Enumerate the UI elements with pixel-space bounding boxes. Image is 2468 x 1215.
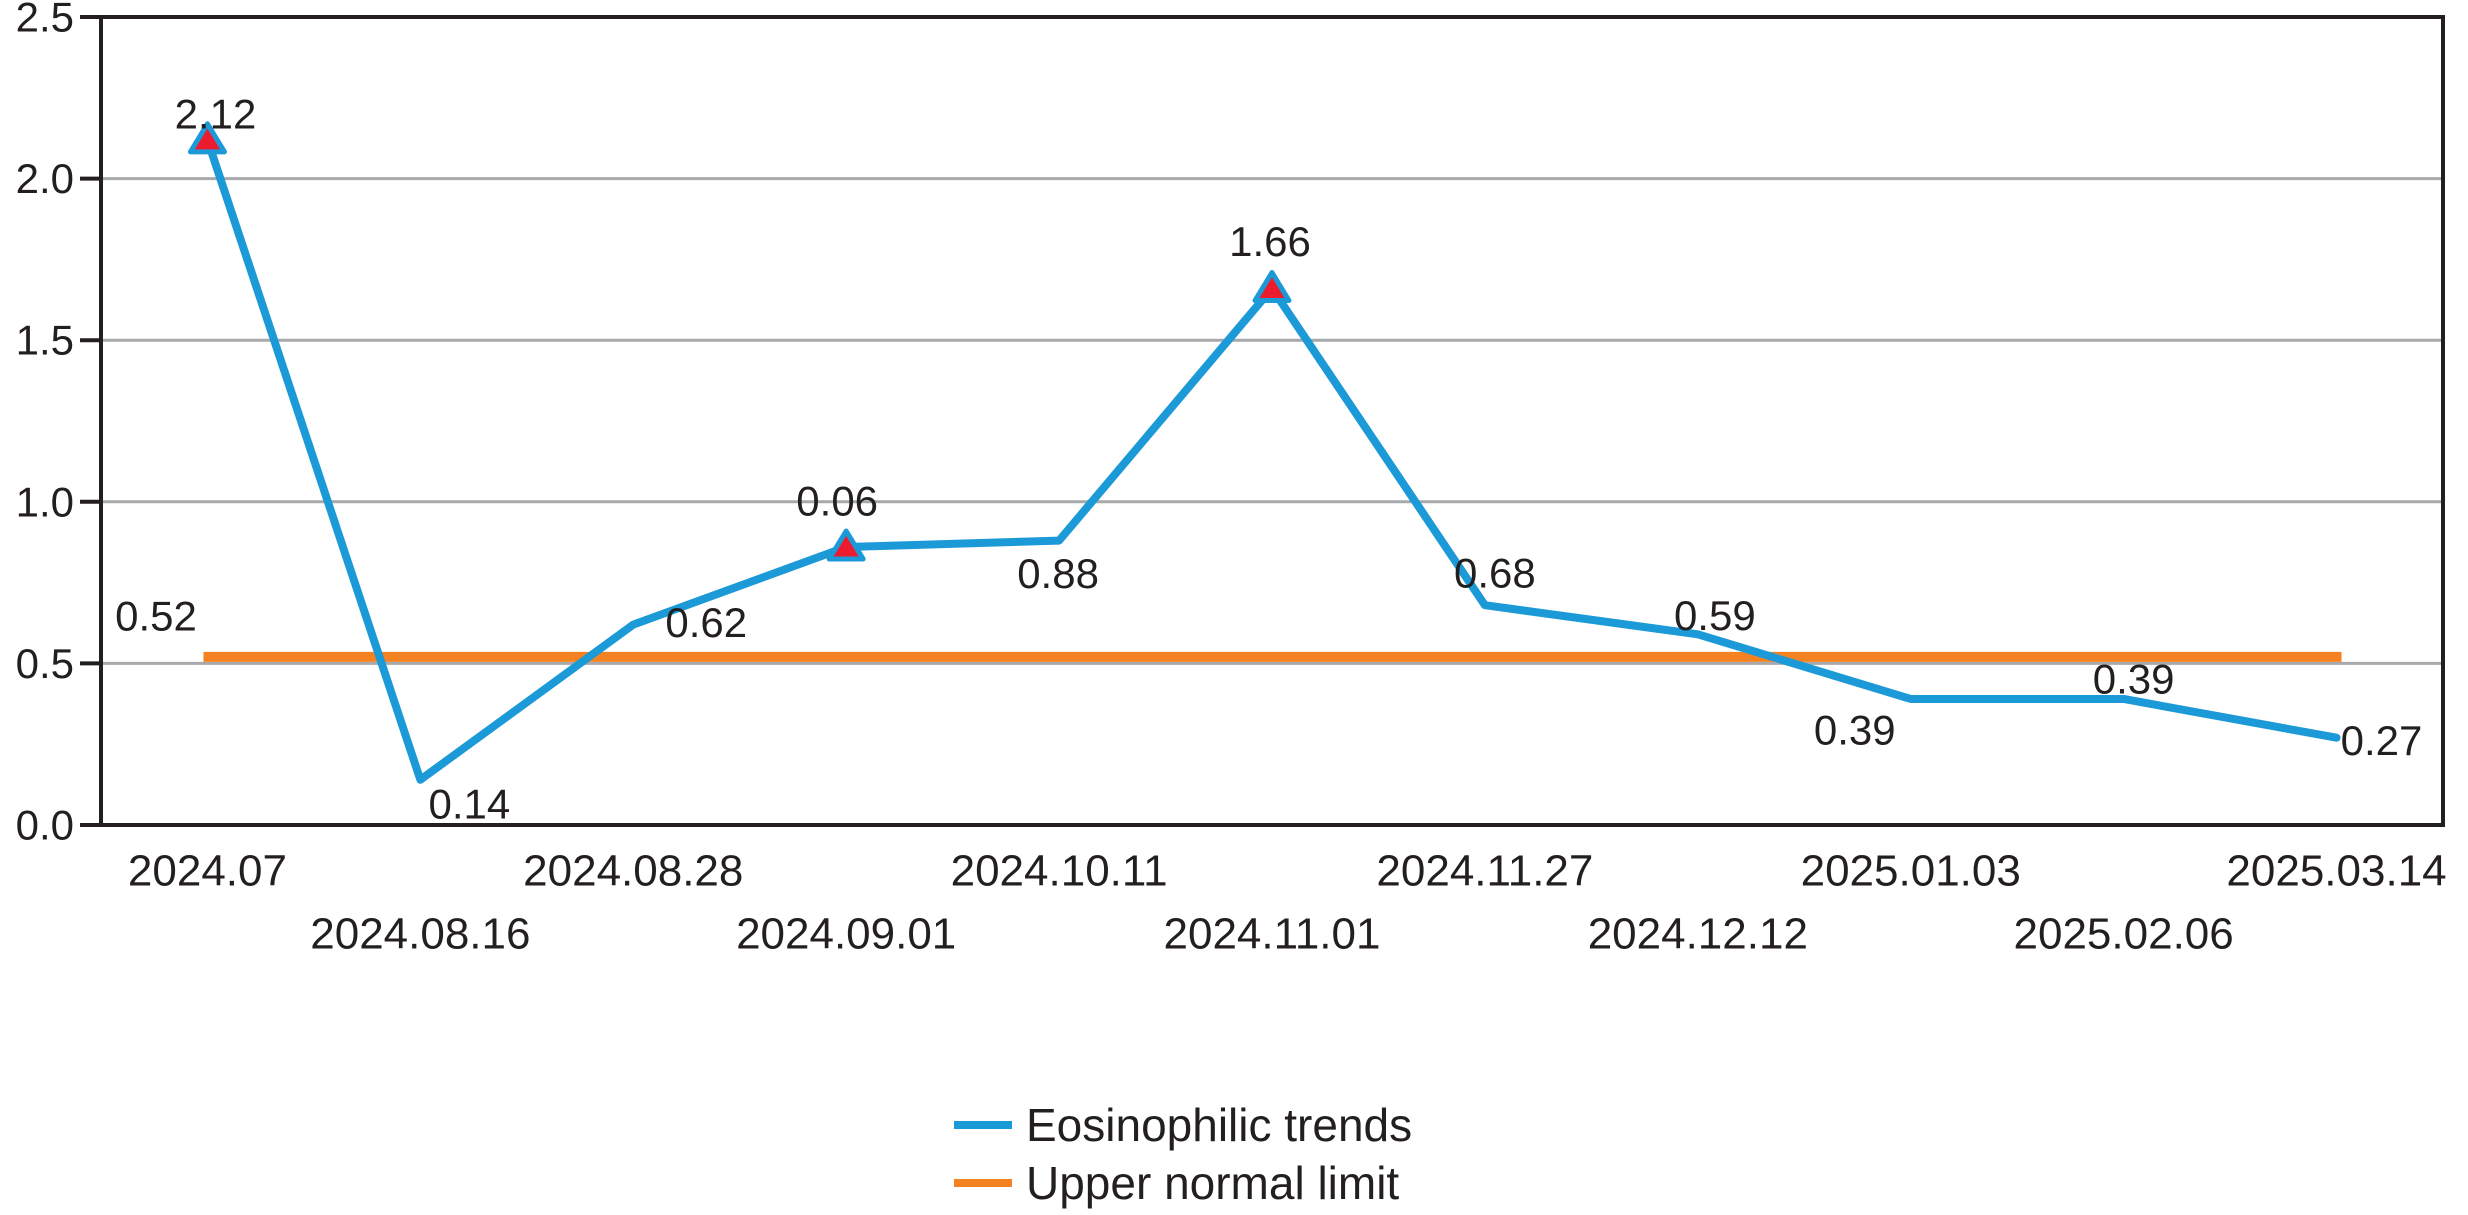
data-label: 0.14: [428, 780, 510, 827]
red-triangle-marker: [1252, 269, 1292, 303]
legend-item-upper-normal-limit: Upper normal limit: [954, 1154, 1412, 1212]
data-label: 0.62: [665, 599, 747, 646]
data-label: 2.12: [175, 90, 257, 137]
x-tick-label: 2024.12.12: [1588, 910, 1808, 959]
x-tick-label: 2024.08.28: [523, 847, 743, 896]
y-tick-label: 2.0: [16, 155, 74, 202]
legend-item-eosinophilic-trends: Eosinophilic trends: [954, 1096, 1412, 1154]
x-tick-label: 2024.09.01: [736, 910, 956, 959]
data-label: 1.66: [1229, 218, 1311, 265]
y-tick-label: 1.0: [16, 478, 74, 525]
data-label: 0.88: [1017, 550, 1099, 597]
legend: Eosinophilic trends Upper normal limit: [954, 1096, 1412, 1212]
y-tick-label: 2.5: [16, 0, 74, 41]
legend-label-upper-normal-limit: Upper normal limit: [1026, 1157, 1400, 1209]
x-tick-label: 2024.11.27: [1376, 847, 1593, 896]
data-label: 0.27: [2341, 717, 2423, 764]
data-label: 0.06: [796, 478, 878, 525]
y-tick-label: 0.5: [16, 640, 74, 687]
x-tick-label: 2024.07: [128, 847, 287, 896]
data-label: 0.39: [2093, 655, 2175, 702]
plot-border: [99, 15, 2445, 827]
data-label: 0.39: [1814, 706, 1896, 753]
eosinophilic-trends-line-swatch: [954, 1121, 1012, 1129]
x-tick-label: 2025.03.14: [2226, 847, 2446, 896]
x-tick-label: 2024.08.16: [310, 910, 530, 959]
x-tick-label: 2025.02.06: [2014, 910, 2234, 959]
x-tick-label: 2024.10.11: [951, 847, 1168, 896]
x-tick-label: 2024.11.01: [1164, 910, 1381, 959]
upper-normal-limit-line-swatch: [954, 1179, 1012, 1187]
legend-label-eosinophilic-trends: Eosinophilic trends: [1026, 1099, 1413, 1151]
y-tick-label: 0.0: [16, 802, 74, 849]
data-label: 0.59: [1674, 592, 1756, 639]
y-tick-label: 1.5: [16, 317, 74, 364]
red-triangle-marker: [826, 528, 866, 562]
red-triangle-marker: [187, 121, 227, 155]
data-label: 0.68: [1454, 550, 1536, 597]
x-tick-label: 2025.01.03: [1801, 847, 2021, 896]
upper-normal-limit-label: 0.52: [115, 592, 197, 639]
